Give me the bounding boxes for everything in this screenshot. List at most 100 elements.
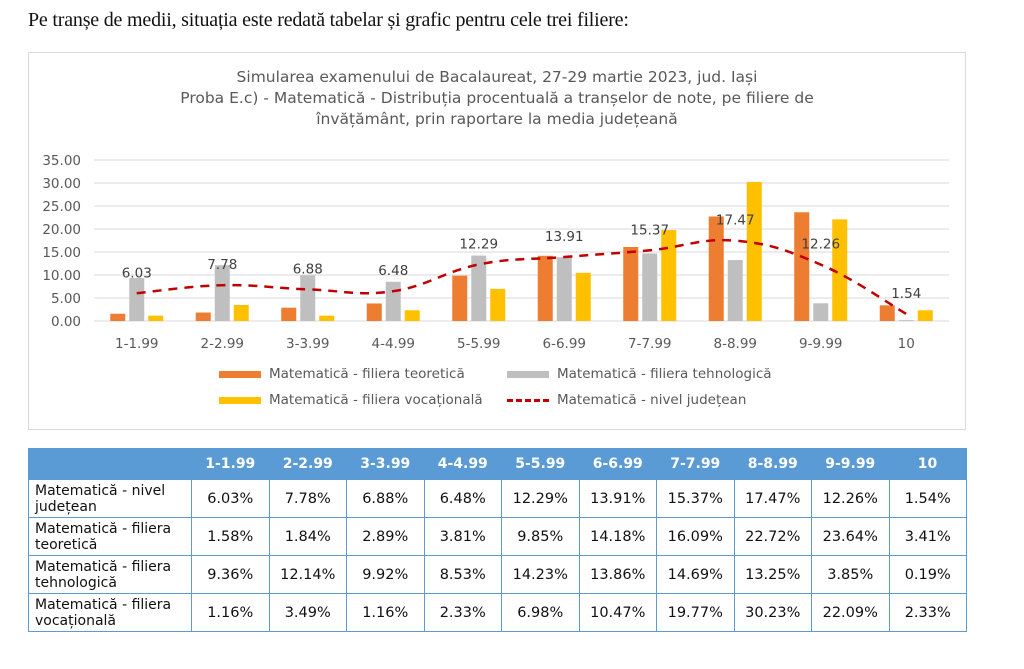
bar-vocationala bbox=[319, 315, 335, 321]
legend-swatch-dashed-line bbox=[507, 398, 549, 402]
legend-item-vocationala: Matematică - filiera vocațională bbox=[219, 392, 483, 408]
table-cell: 7.78% bbox=[268, 479, 347, 518]
table-header-cell: 5-5.99 bbox=[501, 448, 579, 480]
y-tick-label: 15.00 bbox=[42, 245, 81, 261]
y-tick-label: 30.00 bbox=[42, 176, 81, 192]
chart-title-line: învățământ, prin raportare la media jude… bbox=[316, 110, 678, 128]
table-cell: 22.09% bbox=[811, 593, 890, 632]
table-header-cell: 1-1.99 bbox=[191, 448, 269, 480]
bar-tehnologica bbox=[214, 265, 230, 321]
table-row: Matematică - nivel județean 6.03% 7.78% 6.8… bbox=[28, 479, 967, 518]
bar-tehnologica bbox=[471, 255, 487, 321]
table-cell: 9.36% bbox=[191, 555, 270, 594]
bar-teoretica bbox=[708, 216, 724, 321]
data-label: 12.29 bbox=[459, 236, 498, 252]
data-label: 13.91 bbox=[545, 229, 584, 245]
x-tick-label: 8-8.99 bbox=[713, 336, 757, 352]
table-cell: 6.88% bbox=[346, 479, 425, 518]
table-cell: 2.33% bbox=[423, 593, 502, 632]
table-cell: 3.49% bbox=[268, 593, 347, 632]
table-row-label: Matematică - filiera teoretică bbox=[28, 517, 192, 556]
data-label: 6.88 bbox=[293, 261, 323, 277]
table-cell: 2.89% bbox=[346, 517, 425, 556]
bar-vocationala bbox=[233, 304, 249, 321]
table-cell: 6.03% bbox=[191, 479, 270, 518]
bar-teoretica bbox=[452, 275, 468, 321]
table-row-label: Matematică - filiera tehnologică bbox=[28, 555, 192, 594]
y-tick-label: 0.00 bbox=[51, 314, 81, 330]
table-cell: 19.77% bbox=[656, 593, 735, 632]
table-cell: 14.69% bbox=[656, 555, 735, 594]
table-cell: 12.29% bbox=[501, 479, 580, 518]
chart-title-line: Proba E.c) - Matematică - Distribuția pr… bbox=[180, 89, 814, 107]
data-label: 15.37 bbox=[630, 222, 669, 238]
bar-teoretica bbox=[195, 312, 211, 321]
legend-label: Matematică - filiera vocațională bbox=[269, 392, 483, 408]
bar-teoretica bbox=[879, 305, 895, 321]
table-cell: 17.47% bbox=[733, 479, 812, 518]
data-label: 6.03 bbox=[122, 265, 152, 281]
table-cell: 23.64% bbox=[811, 517, 890, 556]
table-row-label: Matematică - nivel județean bbox=[28, 479, 192, 518]
y-tick-label: 10.00 bbox=[42, 268, 81, 284]
line-nivel-judetean bbox=[136, 238, 907, 315]
table-cell: 1.16% bbox=[346, 593, 425, 632]
table-cell: 1.58% bbox=[191, 517, 270, 556]
bar-vocationala bbox=[575, 272, 591, 321]
bar-vocationala bbox=[148, 315, 164, 321]
y-tick-label: 25.00 bbox=[42, 199, 81, 215]
table-cell: 0.19% bbox=[888, 555, 967, 594]
data-label: 1.54 bbox=[891, 286, 921, 302]
table-cell: 15.37% bbox=[656, 479, 735, 518]
table-cell: 13.25% bbox=[733, 555, 812, 594]
bar-vocationala bbox=[746, 181, 762, 321]
table-cell: 8.53% bbox=[423, 555, 502, 594]
bar-tehnologica bbox=[556, 257, 572, 321]
table-header-cell: 7-7.99 bbox=[656, 448, 734, 480]
table-cell: 3.41% bbox=[888, 517, 967, 556]
bar-teoretica bbox=[537, 255, 553, 321]
table-row: Matematică - filiera tehnologică 9.36% 12.… bbox=[28, 555, 967, 594]
legend-item-tehnologica: Matematică - filiera tehnologică bbox=[507, 366, 772, 382]
bar-tehnologica bbox=[642, 253, 658, 321]
table-cell: 12.14% bbox=[268, 555, 347, 594]
bar-vocationala bbox=[404, 310, 420, 321]
legend-swatch-yellow bbox=[219, 396, 261, 404]
table-cell: 30.23% bbox=[733, 593, 812, 632]
table-cell: 12.26% bbox=[811, 479, 890, 518]
data-table: 1-1.99 2-2.99 3-3.99 4-4.99 5-5.99 6-6.9… bbox=[28, 448, 967, 632]
table-header-cell: 6-6.99 bbox=[579, 448, 657, 480]
table-header-row: 1-1.99 2-2.99 3-3.99 4-4.99 5-5.99 6-6.9… bbox=[28, 448, 967, 480]
table-header-cell: 2-2.99 bbox=[269, 448, 347, 480]
intro-paragraph: Pe tranșe de medii, situația este redată… bbox=[28, 9, 629, 31]
y-tick-label: 35.00 bbox=[42, 153, 81, 169]
legend-swatch-orange bbox=[219, 370, 261, 378]
bar-teoretica bbox=[366, 303, 382, 321]
data-label: 7.78 bbox=[207, 257, 237, 273]
table-header-cell: 3-3.99 bbox=[346, 448, 424, 480]
legend-label: Matematică - filiera tehnologică bbox=[557, 366, 772, 382]
bar-vocationala bbox=[832, 219, 848, 321]
x-tick-label: 10 bbox=[898, 336, 915, 352]
bar-tehnologica bbox=[300, 275, 316, 321]
table-row: Matematică - filiera vocațională 1.16% 3.4… bbox=[28, 593, 967, 632]
bar-tehnologica bbox=[385, 281, 401, 321]
x-tick-label: 2-2.99 bbox=[200, 336, 244, 352]
table-cell: 3.81% bbox=[423, 517, 502, 556]
table-cell: 9.85% bbox=[501, 517, 580, 556]
x-tick-label: 3-3.99 bbox=[286, 336, 330, 352]
bar-teoretica bbox=[110, 313, 126, 321]
chart-plot-area: 0.00 5.00 10.00 15.00 20.00 25.00 30.00 35.00 1-… bbox=[42, 153, 949, 352]
x-tick-label: 1-1.99 bbox=[115, 336, 159, 352]
table-cell: 10.47% bbox=[578, 593, 657, 632]
table-cell: 6.48% bbox=[423, 479, 502, 518]
table-header-cell bbox=[28, 448, 192, 480]
table-header-cell: 4-4.99 bbox=[424, 448, 502, 480]
table-header-cell: 8-8.99 bbox=[734, 448, 812, 480]
data-label: 6.48 bbox=[378, 263, 408, 279]
y-tick-label: 5.00 bbox=[51, 291, 81, 307]
x-tick-label: 5-5.99 bbox=[457, 336, 501, 352]
table-cell: 1.54% bbox=[888, 479, 967, 518]
table-cell: 14.23% bbox=[501, 555, 580, 594]
table-cell: 13.86% bbox=[578, 555, 657, 594]
